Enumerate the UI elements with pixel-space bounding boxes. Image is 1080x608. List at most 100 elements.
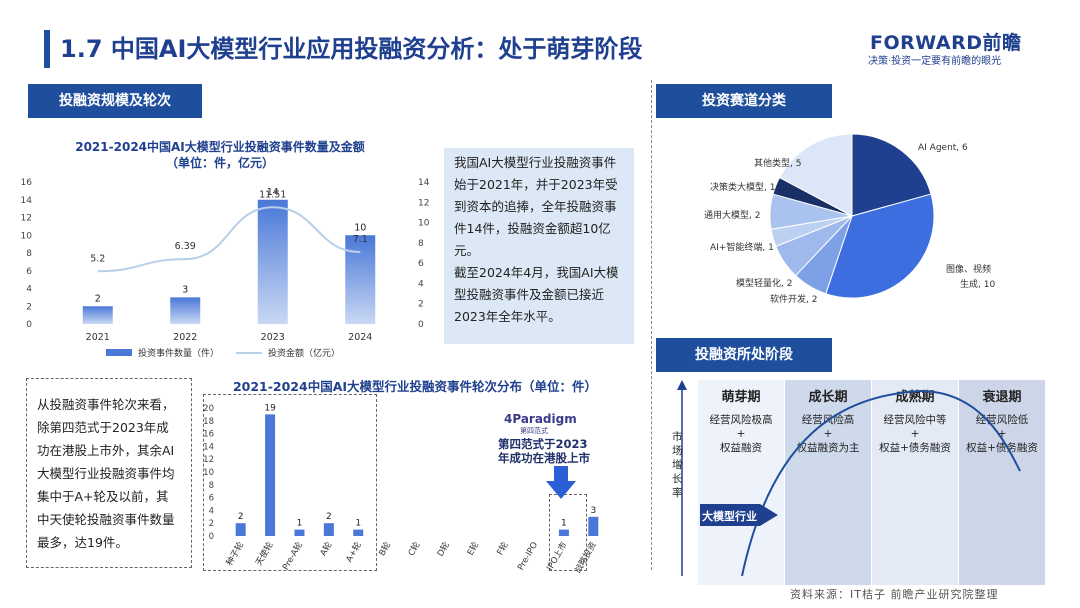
- y-left-tick-label: 12: [21, 214, 32, 224]
- round-value-label: 1: [297, 519, 303, 529]
- early-rounds-highlight: [203, 394, 377, 571]
- round-tick-label: A轮: [318, 540, 335, 558]
- y-axis-label-growth: 市场增长率: [672, 431, 683, 499]
- y-tick-label: 10: [203, 468, 214, 478]
- round-bar: [294, 529, 305, 536]
- y-tick-label: 20: [203, 404, 214, 414]
- round-value-label: 19: [264, 403, 276, 413]
- y-tick-label: 16: [203, 430, 214, 440]
- event-count-bar: [257, 199, 288, 324]
- line-value-label: 5.2: [90, 253, 105, 264]
- round-value-label: 1: [355, 519, 361, 529]
- section-tab-scale: 投融资规模及轮次: [28, 84, 202, 118]
- y-right-tick-label: 14: [418, 178, 430, 188]
- round-value-label: 2: [238, 512, 244, 522]
- summary-paragraph: 我国AI大模型行业投融资事件始于2021年，并于2023年受到资本的追捧，全年投…: [454, 155, 618, 258]
- stage-line: 经营风险中等: [883, 414, 947, 426]
- pie-label: 决策类大模型, 1: [710, 181, 775, 193]
- y-right-tick-label: 6: [418, 259, 424, 269]
- stage-name: 成熟期: [895, 390, 935, 405]
- pie-label: 生成, 10: [960, 278, 995, 290]
- paradigm-note-line2: 年成功在港股上市: [498, 451, 590, 465]
- section-tab-stage: 投融资所处阶段: [656, 338, 832, 372]
- round-tick-label: 天使轮: [253, 540, 276, 568]
- page-title: 1.7 中国AI大模型行业应用投融资分析：处于萌芽阶段: [60, 35, 643, 63]
- chart2-title: 2021-2024中国AI大模型行业投融资事件轮次分布（单位：件）: [232, 379, 598, 394]
- lifecycle-diagram: [677, 380, 1021, 577]
- down-arrow-icon: [546, 466, 576, 499]
- pie-slice: [851, 133, 932, 217]
- y-left-tick-label: 0: [26, 320, 32, 330]
- round-bar: [235, 523, 246, 536]
- vertical-divider: [651, 80, 652, 570]
- pie-label: 软件开发, 2: [770, 293, 817, 305]
- stage-column: 成长期 经营风险高 + 权益融资为主: [785, 380, 871, 585]
- line-value-label: 11.51: [259, 189, 286, 200]
- y-tick-label: 0: [209, 532, 214, 542]
- y-left-tick-label: 6: [26, 267, 32, 277]
- round-tick-label: E轮: [465, 540, 482, 558]
- x-tick-label: 2024: [348, 332, 372, 343]
- stage-line: +: [910, 428, 920, 440]
- round-tick-label: A+轮: [344, 540, 364, 564]
- stage-description: 经营风险中等 + 权益+债务融资: [872, 413, 958, 455]
- summary-paragraph: 截至2024年4月，我国AI大模型投融资事件及金额已接近2023年全年水平。: [454, 265, 619, 324]
- y-left-tick-label: 14: [21, 196, 33, 206]
- stage-line: +: [997, 428, 1007, 440]
- round-bar: [265, 414, 276, 536]
- y-tick-label: 12: [203, 455, 214, 465]
- event-count-bar: [345, 235, 376, 324]
- pie-label: 通用大模型, 2: [704, 209, 760, 221]
- y-right-tick-label: 8: [418, 239, 424, 249]
- paradigm-logo-sub: 第四范式: [520, 427, 548, 435]
- section-tab-track: 投资赛道分类: [656, 84, 832, 118]
- event-count-bar: [170, 297, 201, 324]
- round-bar: [558, 529, 569, 536]
- y-right-tick-label: 12: [418, 198, 429, 208]
- stage-column: 成熟期经营风险中等 + 权益+债务融资: [872, 380, 958, 585]
- y-left-tick-label: 4: [26, 285, 32, 295]
- stage-name: 萌芽期: [721, 390, 761, 405]
- y-tick-label: 4: [209, 506, 214, 516]
- stage-line: 权益+债务融资: [879, 442, 951, 454]
- round-tick-label: 种子轮: [224, 540, 247, 568]
- x-tick-label: 2023: [261, 332, 285, 343]
- round-tick-label: IPO上市: [544, 540, 569, 573]
- legend-bar-swatch: [106, 349, 132, 356]
- stage-column: 衰退期 经营风险低 + 权益+债务融资: [959, 380, 1045, 585]
- y-left-tick-label: 8: [26, 249, 32, 259]
- y-tick-label: 8: [209, 481, 214, 491]
- round-value-label: 3: [590, 506, 596, 516]
- stage-columns: 萌芽期 经营风险极高 + 权益融资 成长期 经营风险高 + 权益融资为主 成熟期 经营风险中等 + 权…: [698, 380, 1046, 585]
- pie-label: 图像、视频: [946, 263, 991, 275]
- round-tick-label: 战略投资: [572, 540, 599, 575]
- line-value-label: 6.39: [175, 241, 196, 252]
- pie-label: AI+智能终端, 1: [710, 241, 774, 253]
- y-left-tick-label: 10: [21, 231, 33, 241]
- line-value-label: 7.1: [353, 234, 368, 245]
- round-tick-label: C轮: [406, 540, 423, 558]
- stage-line: +: [736, 428, 746, 440]
- bar-value-label: 2: [95, 293, 101, 304]
- x-tick-label: 2021: [86, 332, 110, 343]
- stage-line: +: [823, 428, 833, 440]
- pie-label: 其他类型, 5: [754, 157, 801, 169]
- y-left-tick-label: 16: [21, 178, 33, 188]
- y-tick-label: 6: [209, 494, 214, 504]
- legend-bar-label: 投资事件数量（件）: [138, 347, 219, 359]
- logo-slogan: 决策·投资一定要有前瞻的眼光: [868, 56, 1002, 67]
- ipo-highlight: [549, 494, 587, 571]
- round-bar: [323, 523, 334, 536]
- y-right-tick-label: 10: [418, 219, 430, 229]
- rounds-bar-chart: 0 2 4 6 8 10 12 14 16 18 20 2 种子轮 19 天使轮 1 Pre-A轮 2 A轮 1 A+轮…: [203, 403, 599, 575]
- y-right-tick-label: 4: [418, 279, 424, 289]
- amount-line: [97, 206, 361, 273]
- chart1-title: 2021-2024中国AI大模型行业投融资事件数量及金额: [75, 140, 365, 154]
- stage-name: 衰退期: [982, 390, 1022, 405]
- pie-slice: [825, 193, 935, 299]
- legend-line-label: 投资金额（亿元）: [268, 347, 340, 359]
- stage-line: 经营风险极高: [709, 414, 773, 426]
- round-tick-label: Pre-IPO: [516, 540, 540, 572]
- pie-label: AI Agent, 6: [918, 143, 968, 153]
